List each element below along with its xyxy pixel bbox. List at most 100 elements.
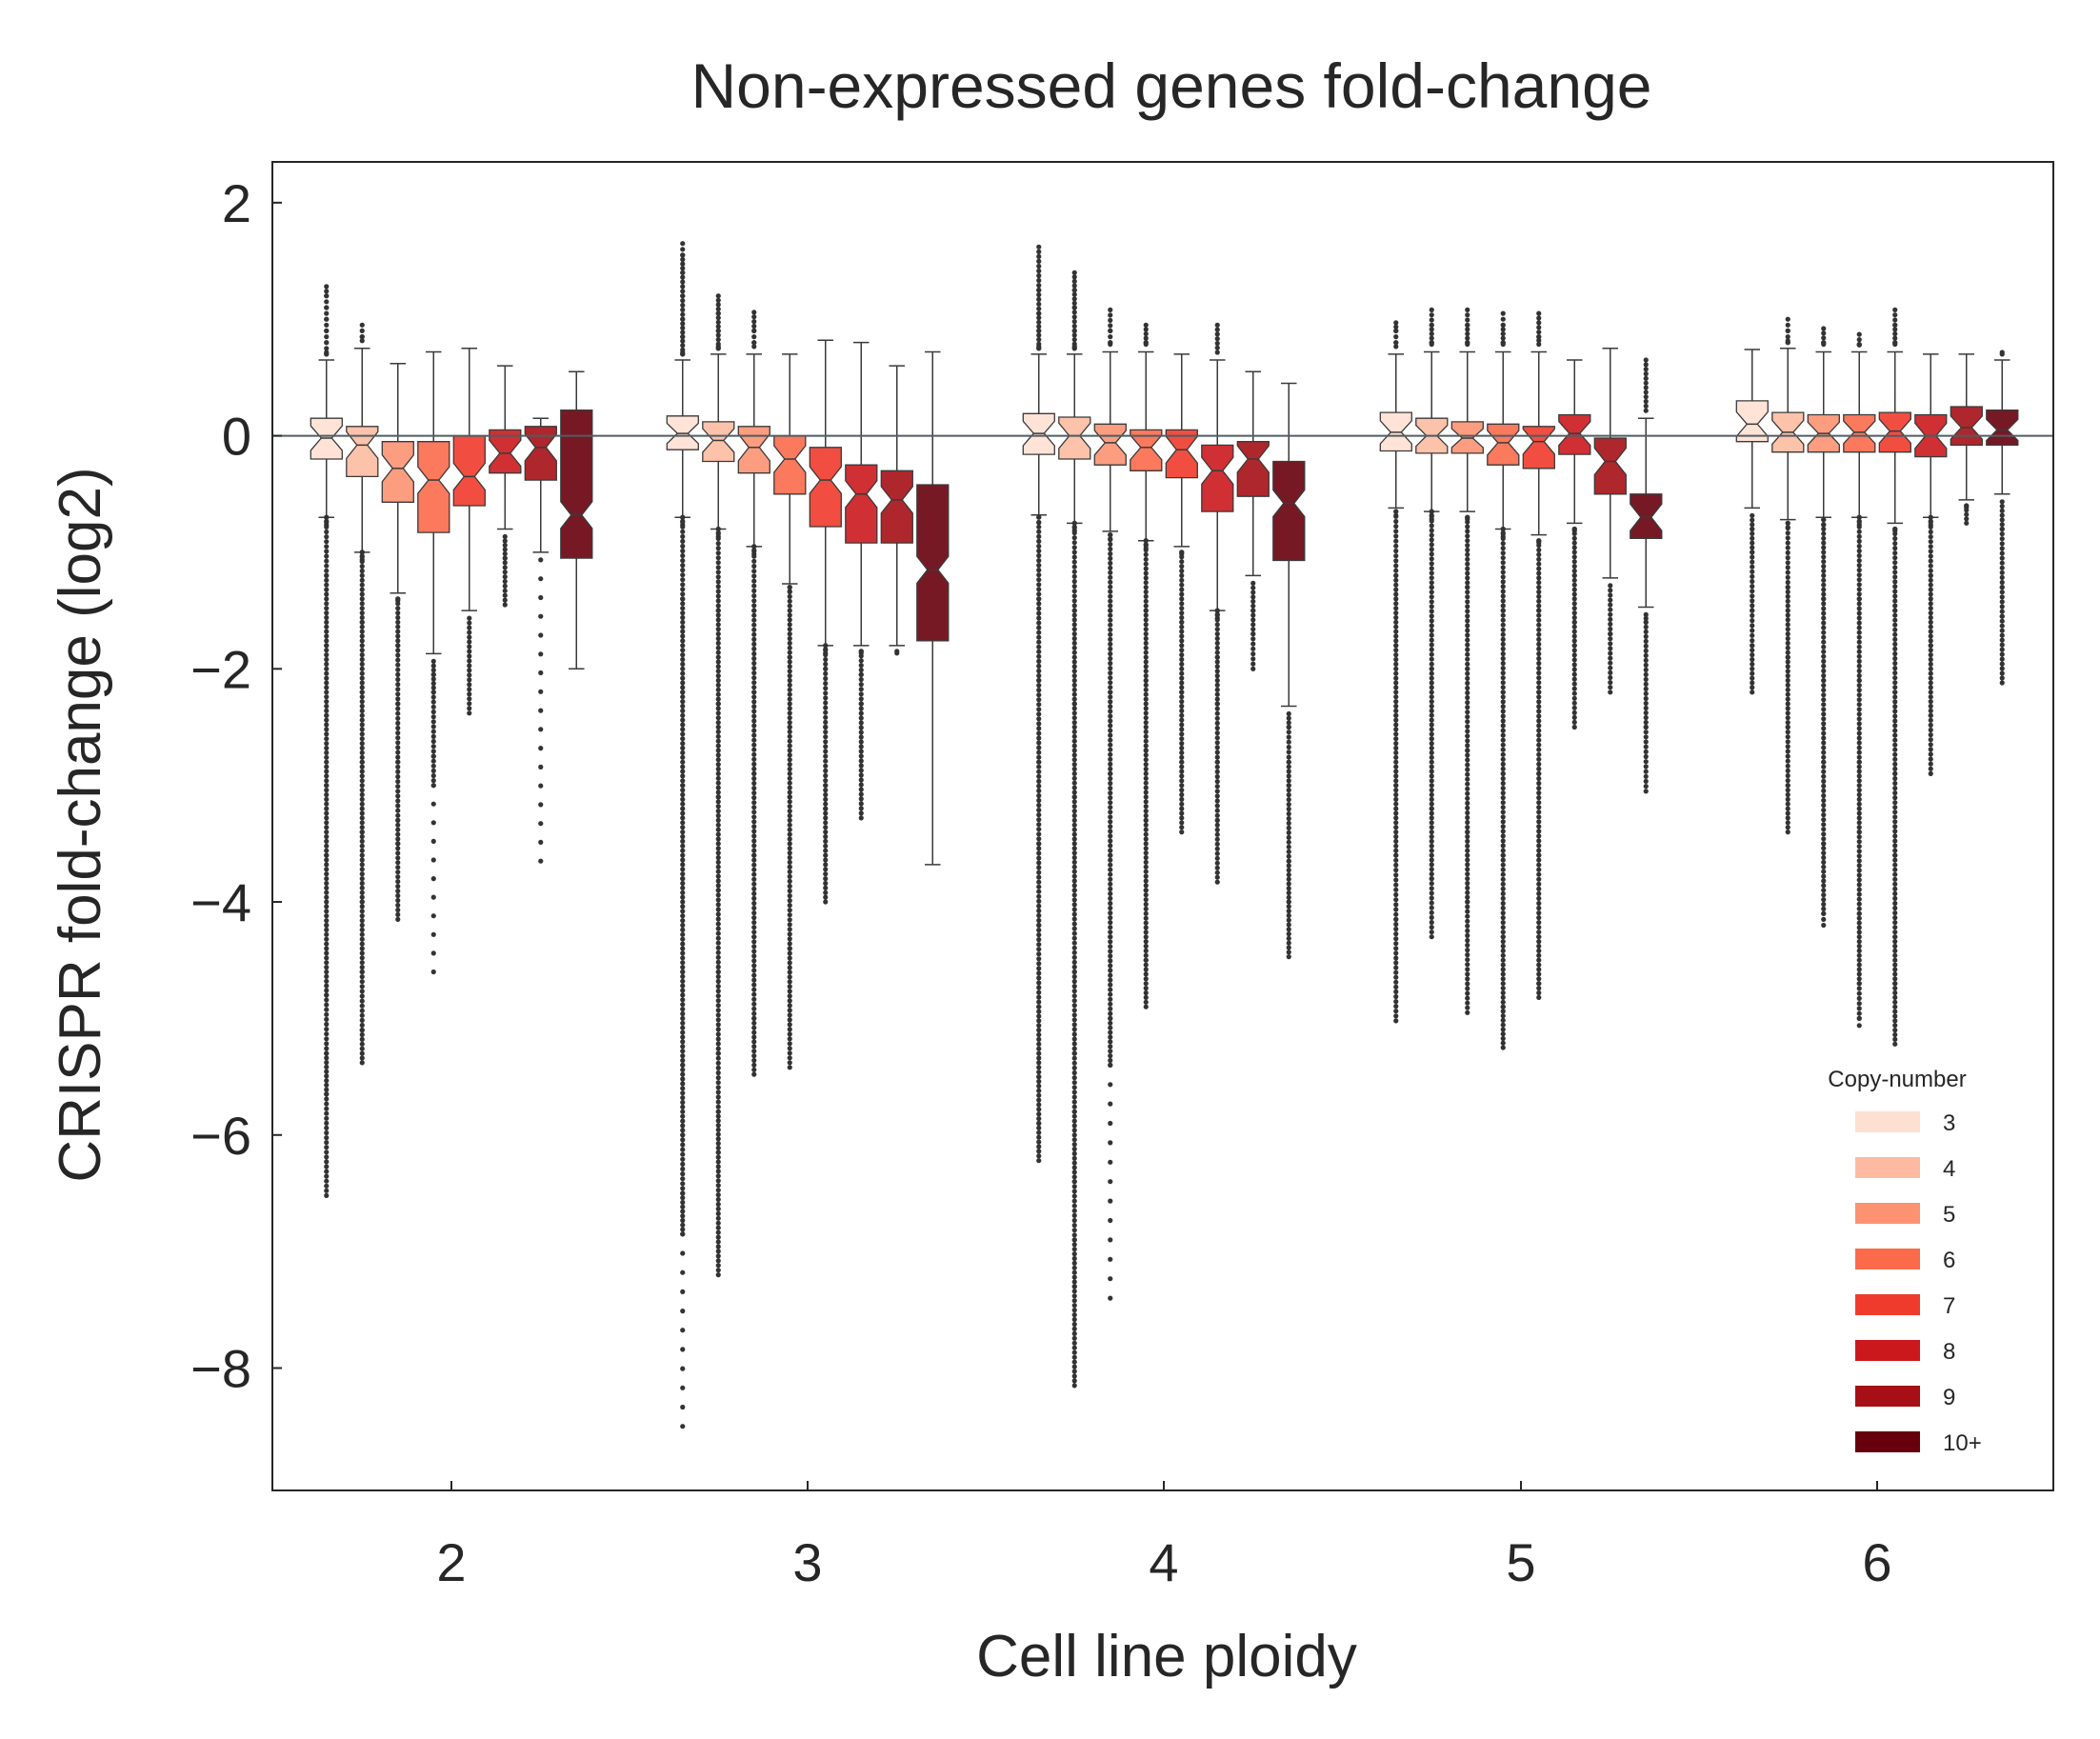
outlier-point [1892, 526, 1898, 532]
outlier-point [1143, 677, 1149, 684]
outlier-point [1608, 592, 1613, 598]
outlier-point [823, 772, 829, 779]
outlier-point [1143, 831, 1149, 837]
outlier-point [1821, 827, 1827, 832]
outlier-point [1500, 939, 1506, 945]
outlier-point [823, 838, 829, 845]
outlier-point [1036, 1139, 1042, 1145]
box-3-ploidy-6 [1735, 349, 1769, 695]
outlier-point [751, 608, 757, 613]
outlier-point [1928, 572, 1933, 579]
outlier-point [1821, 735, 1827, 741]
outlier-point [1071, 902, 1077, 908]
outlier-point [359, 614, 365, 621]
outlier-point [1571, 681, 1577, 687]
outlier-point [1108, 608, 1113, 613]
outlier-point [1999, 541, 2005, 547]
outlier-point [1856, 529, 1862, 534]
outlier-point [1071, 794, 1077, 800]
outlier-point [1536, 994, 1542, 1000]
outlier-point [1393, 509, 1399, 514]
outlier-point [1643, 643, 1649, 650]
outlier-point [715, 530, 721, 537]
outlier-point [1785, 715, 1790, 721]
outlier-point [1643, 769, 1649, 774]
outlier-point [715, 1060, 721, 1066]
outlier-point [1071, 715, 1077, 721]
outlier-point [1536, 989, 1542, 996]
outlier-point [787, 993, 792, 999]
outlier-point [1536, 675, 1542, 681]
outlier-point [1429, 330, 1434, 337]
outlier-point [359, 741, 365, 747]
outlier-point [1536, 310, 1542, 316]
outlier-point [1071, 1169, 1077, 1175]
outlier-point [359, 946, 365, 951]
outlier-point [1465, 690, 1470, 696]
outlier-point [680, 1067, 686, 1072]
outlier-point [1856, 524, 1862, 530]
outlier-point [430, 724, 436, 730]
outlier-point [430, 768, 436, 774]
outlier-point [1429, 871, 1434, 877]
outlier-point [1999, 604, 2005, 610]
outlier-point [1071, 650, 1077, 655]
outlier-point [1143, 561, 1149, 567]
outlier-point [1856, 337, 1862, 343]
outlier-point [324, 1183, 330, 1189]
outlier-point [680, 302, 686, 309]
outlier-point [1036, 1055, 1042, 1061]
outlier-point [1999, 599, 2005, 605]
outlier-point [1465, 904, 1470, 909]
outlier-point [1536, 622, 1542, 628]
outlier-point [324, 549, 330, 554]
outlier-point [715, 691, 721, 697]
outlier-point [359, 904, 365, 909]
outlier-point [359, 675, 365, 681]
outlier-point [1643, 724, 1649, 730]
outlier-point [1393, 722, 1399, 728]
outlier-point [1500, 1045, 1506, 1050]
outlier-point [1856, 730, 1862, 736]
plot-frame [271, 161, 2054, 1491]
outlier-point [1500, 574, 1506, 580]
outlier-point [1856, 563, 1862, 569]
outlier-point [751, 1057, 757, 1064]
box-body [1272, 460, 1306, 562]
outlier-point [1500, 886, 1506, 892]
outlier-point [1429, 741, 1434, 747]
outlier-point [1536, 690, 1542, 695]
outlier-point [1465, 714, 1470, 720]
outlier-point [715, 1022, 721, 1028]
outlier-point [858, 691, 864, 697]
outlier-point [1393, 518, 1399, 525]
outlier-point [1036, 975, 1042, 981]
outlier-point [538, 821, 544, 827]
outlier-point [1571, 610, 1577, 616]
outlier-point [1071, 1022, 1077, 1028]
outlier-point [359, 1022, 365, 1029]
outlier-point [1821, 522, 1827, 528]
outlier-point [823, 656, 829, 663]
outlier-point [1393, 340, 1399, 346]
outlier-point [715, 1065, 721, 1070]
outlier-point [1071, 785, 1077, 790]
outlier-point [1856, 610, 1862, 616]
outlier-point [1214, 664, 1220, 670]
outlier-point [1892, 790, 1898, 796]
outlier-point [1393, 999, 1399, 1005]
outlier-point [1643, 686, 1649, 692]
outlier-point [1856, 740, 1862, 746]
outlier-point [1928, 524, 1933, 530]
outlier-point [787, 965, 792, 970]
outlier-point [1429, 518, 1434, 524]
outlier-point [1892, 829, 1898, 834]
outlier-point [1892, 819, 1898, 825]
outlier-point [1785, 334, 1790, 340]
outlier-point [1465, 757, 1470, 763]
outlier-point [1465, 913, 1470, 919]
outlier-point [1608, 655, 1613, 661]
outlier-point [715, 846, 721, 851]
outlier-point [1036, 1050, 1042, 1056]
